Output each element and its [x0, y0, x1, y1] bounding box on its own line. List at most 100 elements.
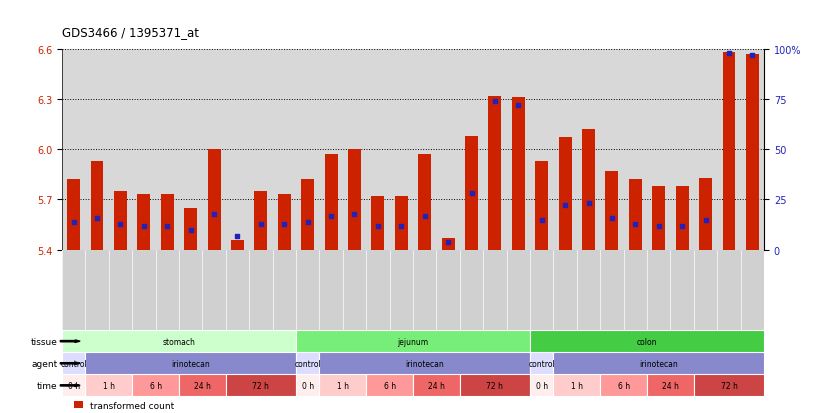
Bar — [395, 197, 408, 250]
Text: irinotecan: irinotecan — [171, 359, 210, 368]
Text: irinotecan: irinotecan — [639, 359, 678, 368]
Bar — [653, 187, 665, 250]
Text: 6 h: 6 h — [618, 381, 629, 390]
Text: 0 h: 0 h — [535, 381, 548, 390]
Point — [676, 223, 689, 229]
Text: 24 h: 24 h — [428, 381, 445, 390]
Bar — [512, 98, 525, 250]
Bar — [647, 375, 694, 396]
Text: 72 h: 72 h — [487, 381, 503, 390]
Bar — [530, 375, 553, 396]
Point — [465, 191, 478, 197]
Text: irinotecan: irinotecan — [406, 359, 444, 368]
Bar — [137, 195, 150, 250]
Legend: transformed count, percentile rank within the sample: transformed count, percentile rank withi… — [70, 397, 247, 413]
Bar — [179, 375, 225, 396]
Point — [652, 223, 665, 229]
Bar — [553, 352, 764, 375]
Text: 24 h: 24 h — [194, 381, 211, 390]
Bar — [746, 55, 759, 250]
Text: 0 h: 0 h — [301, 381, 314, 390]
Bar — [413, 375, 460, 396]
Text: 6 h: 6 h — [150, 381, 162, 390]
Bar — [558, 138, 572, 250]
Bar — [320, 352, 530, 375]
Bar — [530, 352, 553, 375]
Point — [629, 221, 642, 227]
Bar — [296, 330, 530, 352]
Bar — [85, 352, 296, 375]
Text: time: time — [37, 381, 58, 390]
Bar — [114, 192, 127, 250]
Text: control: control — [294, 359, 321, 368]
Bar — [278, 195, 291, 250]
Point — [114, 221, 127, 227]
Point — [254, 221, 268, 227]
Bar — [676, 187, 689, 250]
Bar — [132, 375, 179, 396]
Point — [301, 219, 314, 225]
Bar — [62, 352, 85, 375]
Point — [395, 223, 408, 229]
Point — [325, 213, 338, 219]
Bar — [348, 150, 361, 250]
Point — [441, 239, 454, 245]
Point — [511, 102, 525, 109]
Text: tissue: tissue — [31, 337, 58, 346]
Point — [230, 233, 244, 240]
Bar — [460, 375, 530, 396]
Bar — [62, 375, 85, 396]
Bar — [91, 161, 103, 250]
Point — [582, 201, 595, 207]
Bar — [254, 192, 268, 250]
Bar — [601, 375, 647, 396]
Point — [722, 50, 735, 57]
Bar — [442, 238, 454, 250]
Bar — [225, 375, 296, 396]
Bar — [582, 130, 595, 250]
Text: jejunum: jejunum — [397, 337, 429, 346]
Bar — [372, 197, 384, 250]
Bar — [366, 375, 413, 396]
Bar — [723, 53, 735, 250]
Bar — [161, 195, 173, 250]
Point — [184, 227, 197, 233]
Point — [418, 213, 431, 219]
Point — [372, 223, 385, 229]
Text: 1 h: 1 h — [102, 381, 115, 390]
Bar — [629, 180, 642, 250]
Text: stomach: stomach — [163, 337, 196, 346]
Point — [488, 98, 501, 105]
Bar — [231, 240, 244, 250]
Text: agent: agent — [31, 359, 58, 368]
Text: 72 h: 72 h — [720, 381, 738, 390]
Point — [348, 211, 361, 217]
Point — [699, 217, 712, 223]
Text: 6 h: 6 h — [383, 381, 396, 390]
Bar — [85, 375, 132, 396]
Bar — [301, 180, 314, 250]
Point — [137, 223, 150, 229]
Point — [278, 221, 291, 227]
Bar — [465, 136, 478, 250]
Bar — [553, 375, 601, 396]
Bar — [530, 330, 764, 352]
Text: colon: colon — [637, 337, 657, 346]
Point — [90, 215, 104, 221]
Bar — [535, 161, 548, 250]
Bar — [325, 155, 338, 250]
Point — [67, 219, 80, 225]
Bar — [62, 330, 296, 352]
Text: 0 h: 0 h — [68, 381, 80, 390]
Bar — [184, 208, 197, 250]
Bar — [699, 178, 712, 250]
Point — [558, 203, 572, 209]
Bar — [296, 352, 320, 375]
Bar — [67, 180, 80, 250]
Text: control: control — [529, 359, 555, 368]
Text: control: control — [60, 359, 87, 368]
Text: 24 h: 24 h — [662, 381, 679, 390]
Bar — [296, 375, 320, 396]
Point — [605, 215, 619, 221]
Text: GDS3466 / 1395371_at: GDS3466 / 1395371_at — [62, 26, 199, 39]
